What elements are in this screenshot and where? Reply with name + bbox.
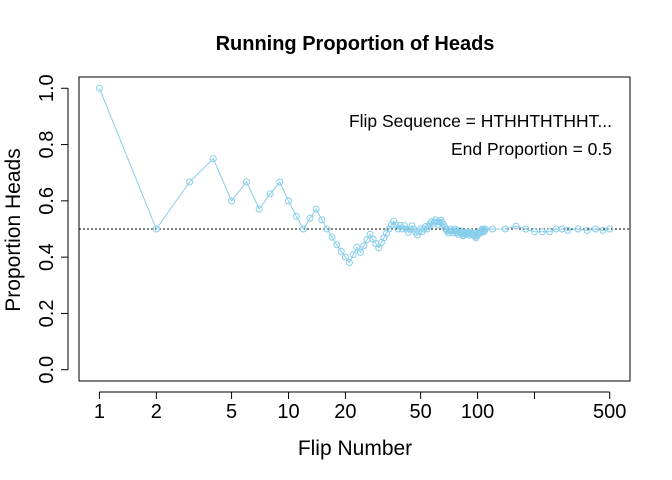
x-tick-label: 1 — [94, 401, 105, 423]
y-tick-label: 0.6 — [36, 187, 58, 215]
x-tick-label: 100 — [461, 401, 494, 423]
data-point — [564, 226, 572, 234]
data-point — [341, 253, 349, 261]
x-tick-label: 5 — [226, 401, 237, 423]
annotation-flip-sequence: Flip Sequence = HTHHTHTHHT... — [349, 111, 612, 131]
data-point — [299, 225, 307, 233]
data-point — [385, 225, 393, 233]
data-point — [606, 225, 614, 233]
y-tick-label: 0.4 — [36, 243, 58, 271]
data-point — [323, 225, 331, 233]
data-point — [356, 248, 364, 256]
data-point — [255, 205, 263, 213]
data-point — [312, 205, 320, 213]
data-point — [530, 228, 538, 236]
data-point — [456, 227, 464, 235]
data-point — [404, 228, 412, 236]
x-tick-label: 20 — [334, 401, 356, 423]
data-point — [209, 155, 217, 163]
data-point — [387, 221, 395, 229]
chart-title: Running Proportion of Heads — [216, 33, 495, 55]
data-point — [345, 259, 353, 266]
data-point — [512, 222, 520, 230]
data-point — [398, 225, 406, 233]
data-point — [394, 225, 402, 233]
data-point — [284, 197, 292, 205]
x-axis: 1 2 5 10 20 50 100 500 — [94, 391, 626, 423]
data-point — [501, 225, 509, 233]
data-point — [360, 242, 368, 250]
data-point — [276, 178, 284, 186]
y-tick-label: 0.8 — [36, 131, 58, 159]
data-point — [481, 225, 489, 233]
data-point — [392, 221, 400, 229]
x-tick-label: 10 — [277, 401, 299, 423]
data-point — [152, 225, 160, 233]
data-point — [333, 241, 341, 249]
data-point — [306, 214, 314, 222]
annotation-end-proportion: End Proportion = 0.5 — [451, 139, 612, 159]
data-point — [583, 226, 591, 234]
y-tick-label: 1.0 — [36, 74, 58, 102]
data-point — [266, 190, 274, 198]
data-point — [400, 222, 408, 230]
data-point — [375, 244, 383, 252]
data-point — [599, 226, 607, 234]
data-point — [328, 233, 336, 241]
data-point — [243, 178, 251, 186]
series-heads-proportion — [95, 84, 614, 266]
data-point — [538, 228, 546, 236]
y-axis: 0.0 0.2 0.4 0.6 0.8 1.0 — [36, 74, 69, 384]
data-point — [390, 217, 398, 225]
x-tick-label: 500 — [593, 401, 626, 423]
data-point — [522, 225, 530, 233]
x-axis-label: Flip Number — [298, 437, 412, 460]
data-point — [349, 251, 357, 259]
data-point — [318, 216, 326, 224]
data-point — [95, 84, 103, 92]
y-tick-label: 0.0 — [36, 356, 58, 384]
data-point — [396, 221, 404, 229]
y-tick-label: 0.2 — [36, 300, 58, 328]
data-point — [228, 197, 236, 205]
data-point — [574, 225, 582, 233]
x-tick-label: 50 — [410, 401, 432, 423]
x-tick-label: 2 — [151, 401, 162, 423]
data-point — [292, 212, 300, 220]
data-point — [489, 225, 497, 233]
data-point — [353, 243, 361, 251]
y-axis-label: Proportion Heads — [2, 148, 25, 311]
data-point — [591, 225, 599, 233]
data-point — [186, 178, 194, 186]
data-point — [402, 225, 410, 233]
data-point — [337, 247, 345, 255]
data-point — [545, 228, 553, 236]
